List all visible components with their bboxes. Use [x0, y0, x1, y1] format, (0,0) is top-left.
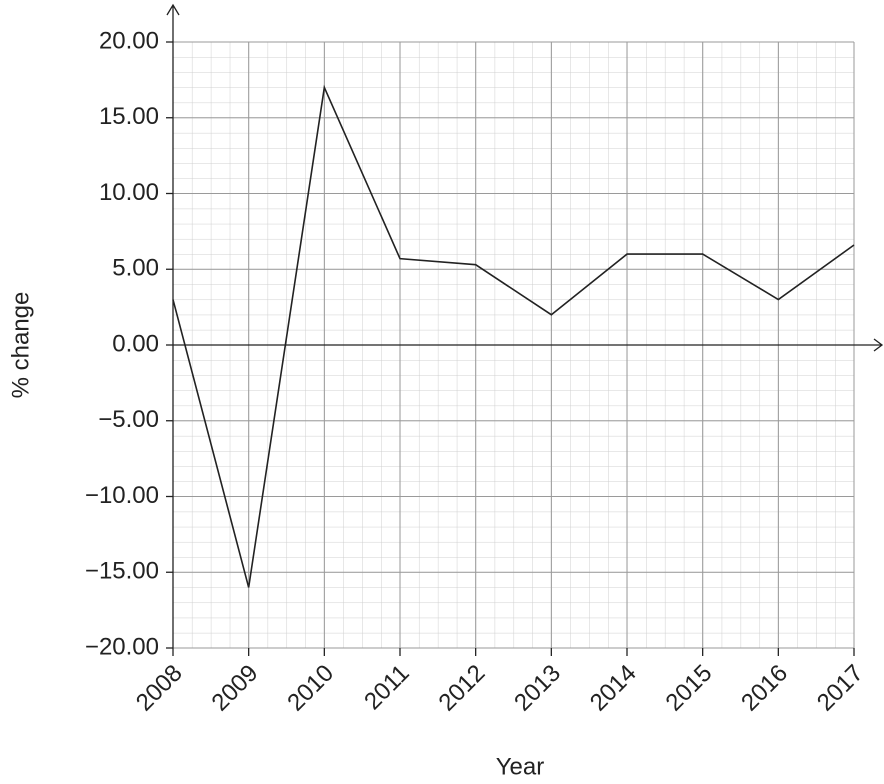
x-tick-label: 2013	[509, 660, 566, 717]
data-line	[172, 84, 855, 588]
y-tick-label: 5.00	[112, 255, 159, 282]
x-axis	[173, 338, 884, 352]
y-tick-label: 20.00	[99, 27, 159, 54]
x-axis-label: Year	[496, 753, 545, 780]
y-tick-label: 10.00	[99, 179, 159, 206]
y-axis	[166, 3, 180, 648]
y-tick-label: 15.00	[99, 103, 159, 130]
y-tick-label: −20.00	[85, 633, 159, 660]
y-tick-label: 0.00	[112, 330, 159, 357]
x-tick-label: 2010	[282, 660, 339, 717]
x-tick-label: 2017	[812, 660, 869, 717]
y-tick-label: −5.00	[98, 406, 159, 433]
x-tick-label: 2009	[207, 660, 264, 717]
x-tick-label: 2011	[359, 660, 415, 716]
x-tick-label: 2014	[585, 660, 642, 717]
y-axis-label: % change	[7, 292, 34, 399]
x-tick-label: 2008	[131, 660, 188, 717]
x-tick-label: 2015	[661, 660, 718, 717]
x-tick-label: 2012	[434, 660, 491, 717]
y-tick-label: −10.00	[85, 482, 159, 509]
y-tick-label: −15.00	[85, 558, 159, 585]
x-tick-label: 2016	[736, 660, 793, 717]
